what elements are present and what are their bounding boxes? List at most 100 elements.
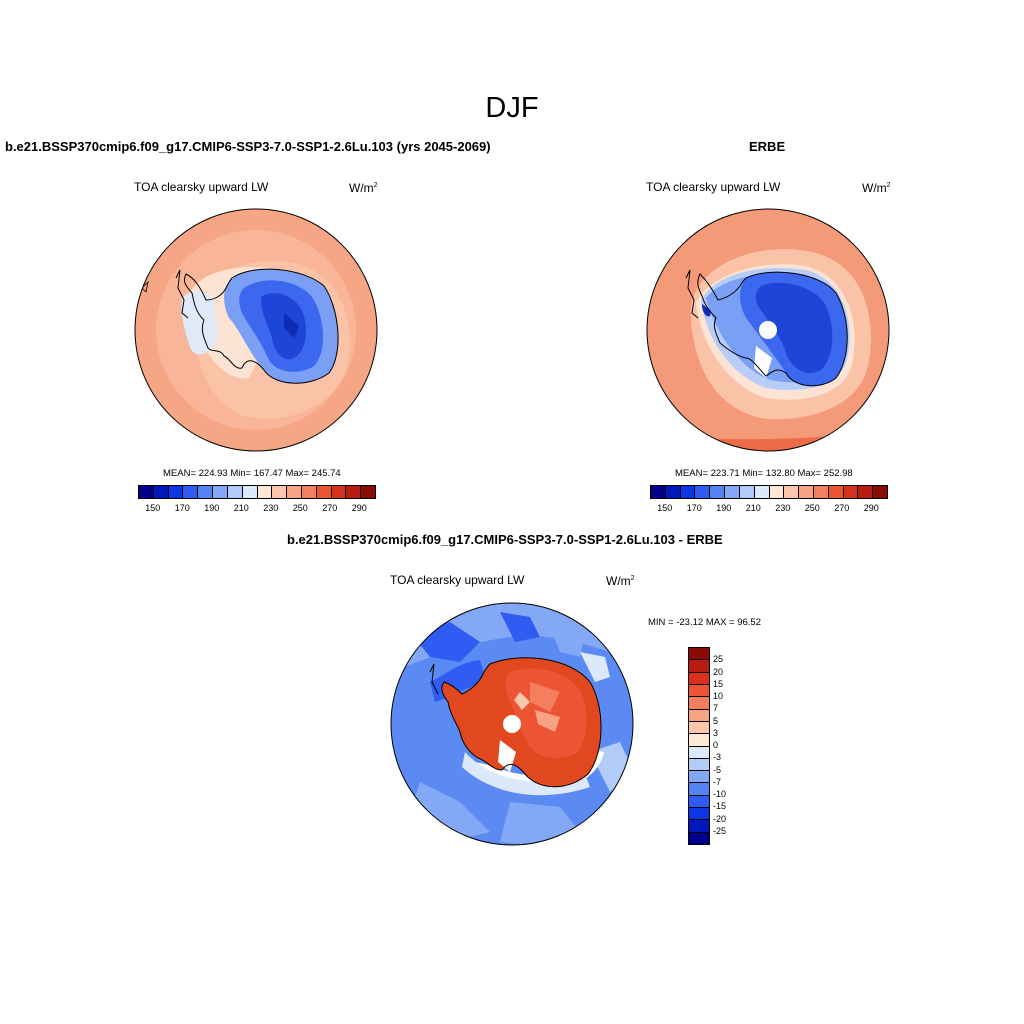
diff-colorbar-swatch [689, 709, 709, 722]
obs-colorbar-swatch [695, 486, 711, 498]
model-colorbar-swatch [257, 486, 273, 498]
obs-colorbar-tick-label: 270 [834, 503, 850, 513]
diff-variable-label: TOA clearsky upward LW [390, 573, 525, 587]
obs-colorbar-swatch [828, 486, 844, 498]
diff-colorbar-swatch [689, 758, 709, 772]
diff-colorbar-tick-label: -15 [713, 801, 727, 812]
diff-colorbar-tick-label: -10 [713, 789, 727, 799]
obs-panel-title: ERBE [749, 139, 786, 154]
obs-colorbar-tick-label: 150 [657, 503, 673, 513]
model-variable-label: TOA clearsky upward LW [134, 180, 269, 194]
model-colorbar-swatch [183, 486, 199, 498]
obs-colorbar-swatch [873, 486, 887, 498]
diff-colorbar-tick-label: 25 [713, 654, 724, 665]
diff-panel-title: b.e21.BSSP370cmip6.f09_g17.CMIP6-SSP3-7.… [287, 532, 723, 547]
diff-colorbar-tick-label: -7 [713, 776, 722, 787]
diff-colorbar-tick-label: 0 [713, 740, 719, 750]
obs-colorbar-swatch [769, 486, 785, 498]
main-title: DJF [485, 92, 539, 124]
model-colorbar-tick-label: 250 [292, 503, 308, 513]
model-colorbar-tick-label: 210 [233, 503, 249, 513]
obs-colorbar-swatch [651, 486, 666, 498]
model-colorbar-tick-label: 230 [263, 503, 279, 513]
model-colorbar-tick-label: 270 [322, 503, 338, 513]
obs-colorbar-swatch [710, 486, 726, 498]
diff-colorbar-tick-label: 20 [713, 666, 724, 677]
model-colorbar-swatch [361, 486, 375, 498]
model-colorbar [138, 485, 376, 499]
diff-colorbar-tick-label: -5 [713, 764, 722, 775]
model-colorbar-swatch [139, 486, 154, 498]
model-colorbar-swatch [331, 486, 347, 498]
obs-colorbar-tick-label: 170 [686, 503, 702, 513]
model-colorbar-swatch [301, 486, 317, 498]
diff-colorbar-swatch [689, 721, 709, 735]
diff-stats: MIN = -23.12 MAX = 96.52 [648, 617, 762, 628]
obs-stats: MEAN= 223.71 Min= 132.80 Max= 252.98 [675, 468, 853, 479]
diff-colorbar-swatch [689, 672, 709, 685]
diff-colorbar-tick-label: 3 [713, 727, 719, 738]
obs-colorbar-swatch [843, 486, 859, 498]
diff-colorbar [688, 647, 710, 845]
obs-colorbar-tick-label: 290 [863, 503, 879, 513]
obs-colorbar-tick-label: 250 [804, 503, 820, 513]
diff-colorbar-tick-label: -25 [713, 825, 727, 836]
obs-colorbar-swatch [858, 486, 874, 498]
model-colorbar-tick-label: 190 [204, 503, 220, 513]
obs-polar-map [646, 208, 890, 452]
diff-colorbar-tick-label: -3 [713, 752, 722, 763]
diff-colorbar-swatch [689, 771, 709, 784]
obs-colorbar-swatch [784, 486, 800, 498]
model-stats: MEAN= 224.93 Min= 167.47 Max= 245.74 [163, 468, 341, 479]
model-colorbar-swatch [316, 486, 332, 498]
obs-colorbar [650, 485, 888, 499]
diff-polar-map [390, 602, 634, 846]
model-colorbar-swatch [168, 486, 184, 498]
model-colorbar-swatch [153, 486, 169, 498]
model-colorbar-swatch [242, 486, 258, 498]
model-polar-map [134, 208, 378, 452]
diff-colorbar-swatch [689, 734, 709, 747]
obs-colorbar-swatch [799, 486, 814, 498]
obs-colorbar-swatch [739, 486, 755, 498]
obs-variable-label: TOA clearsky upward LW [646, 180, 781, 194]
diff-colorbar-swatch [689, 795, 709, 809]
model-colorbar-tick-label: 290 [351, 503, 367, 513]
obs-units-label: W/m2 [862, 181, 891, 195]
obs-colorbar-labels: 150 170 190 210 230 250 270 290 [650, 503, 886, 515]
obs-colorbar-swatch [665, 486, 681, 498]
diff-colorbar-swatch [689, 832, 709, 844]
model-colorbar-tick-label: 150 [145, 503, 161, 513]
diff-colorbar-swatch [689, 648, 709, 661]
model-colorbar-swatch [213, 486, 228, 498]
diff-colorbar-tick-label: 15 [713, 678, 724, 689]
diff-colorbar-swatch [689, 697, 709, 710]
model-colorbar-labels: 150 170 190 210 230 250 270 290 [138, 503, 374, 515]
model-colorbar-swatch [227, 486, 243, 498]
diff-colorbar-tick-label: 5 [713, 715, 719, 726]
diff-colorbar-labels: 25 20 15 10 7 5 3 0 -3 -5 -7 -10 -15 -20 -25 [713, 647, 743, 843]
diff-colorbar-swatch [689, 783, 709, 796]
obs-colorbar-swatch [680, 486, 696, 498]
model-units-label: W/m2 [349, 181, 378, 195]
obs-colorbar-swatch [725, 486, 740, 498]
obs-colorbar-swatch [754, 486, 770, 498]
model-colorbar-swatch [272, 486, 288, 498]
obs-colorbar-swatch [813, 486, 829, 498]
model-colorbar-tick-label: 170 [174, 503, 190, 513]
model-colorbar-swatch [346, 486, 362, 498]
diff-colorbar-swatch [689, 808, 709, 821]
diff-colorbar-swatch [689, 660, 709, 673]
model-colorbar-swatch [198, 486, 214, 498]
diff-colorbar-swatch [689, 746, 709, 759]
diff-colorbar-swatch [689, 684, 709, 698]
obs-colorbar-tick-label: 210 [745, 503, 761, 513]
obs-colorbar-tick-label: 230 [775, 503, 791, 513]
model-colorbar-swatch [287, 486, 302, 498]
diff-colorbar-swatch [689, 820, 709, 833]
diff-units-label: W/m2 [606, 574, 635, 588]
diff-colorbar-tick-label: -20 [713, 813, 727, 824]
diff-colorbar-tick-label: 7 [713, 703, 719, 714]
model-panel-title: b.e21.BSSP370cmip6.f09_g17.CMIP6-SSP3-7.… [5, 139, 491, 154]
obs-colorbar-tick-label: 190 [716, 503, 732, 513]
